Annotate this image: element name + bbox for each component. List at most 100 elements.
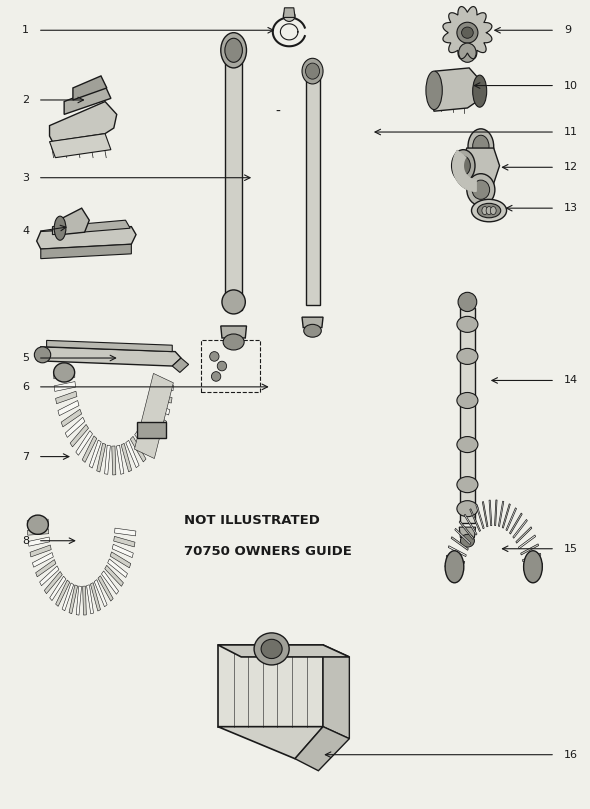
Polygon shape — [112, 446, 116, 475]
Ellipse shape — [457, 392, 478, 409]
Polygon shape — [62, 583, 74, 611]
Polygon shape — [27, 519, 48, 525]
Polygon shape — [519, 535, 536, 549]
Polygon shape — [172, 358, 189, 372]
Ellipse shape — [467, 174, 495, 205]
Polygon shape — [58, 208, 89, 235]
Polygon shape — [126, 440, 139, 468]
Polygon shape — [460, 308, 475, 523]
Ellipse shape — [451, 150, 475, 182]
Polygon shape — [83, 586, 86, 615]
Ellipse shape — [254, 633, 289, 665]
Polygon shape — [97, 443, 106, 472]
Polygon shape — [40, 566, 59, 586]
Polygon shape — [53, 220, 130, 235]
Ellipse shape — [471, 199, 507, 222]
Polygon shape — [107, 559, 127, 578]
Ellipse shape — [304, 324, 322, 337]
Text: 3: 3 — [22, 172, 29, 183]
Ellipse shape — [477, 203, 501, 218]
Ellipse shape — [457, 501, 478, 517]
Text: 5: 5 — [22, 353, 29, 363]
Polygon shape — [61, 409, 81, 427]
Polygon shape — [104, 445, 110, 474]
Text: 8: 8 — [22, 536, 29, 546]
Ellipse shape — [209, 352, 219, 362]
Ellipse shape — [458, 43, 476, 62]
Text: 70750 OWNERS GUIDE: 70750 OWNERS GUIDE — [184, 544, 352, 557]
Polygon shape — [112, 544, 133, 557]
Ellipse shape — [456, 156, 470, 176]
Polygon shape — [225, 58, 242, 310]
Polygon shape — [110, 552, 131, 568]
Polygon shape — [32, 553, 53, 567]
Polygon shape — [55, 580, 70, 607]
Polygon shape — [87, 585, 94, 614]
Text: 12: 12 — [564, 163, 578, 172]
Polygon shape — [523, 563, 542, 569]
Polygon shape — [58, 400, 79, 416]
Polygon shape — [101, 571, 119, 595]
Ellipse shape — [217, 362, 227, 371]
Polygon shape — [513, 519, 527, 538]
Ellipse shape — [457, 437, 478, 452]
Ellipse shape — [223, 334, 244, 350]
Text: 11: 11 — [564, 127, 578, 137]
Ellipse shape — [482, 206, 488, 214]
Text: 9: 9 — [564, 25, 571, 36]
Ellipse shape — [283, 11, 295, 22]
Polygon shape — [37, 227, 136, 249]
Polygon shape — [455, 528, 471, 544]
Ellipse shape — [523, 551, 542, 582]
Ellipse shape — [153, 425, 162, 434]
Polygon shape — [453, 150, 476, 192]
Polygon shape — [54, 382, 76, 392]
Polygon shape — [143, 418, 163, 437]
Polygon shape — [476, 505, 484, 529]
Ellipse shape — [222, 290, 245, 314]
Polygon shape — [50, 102, 117, 142]
Polygon shape — [489, 500, 492, 526]
Polygon shape — [146, 410, 166, 426]
Ellipse shape — [458, 292, 477, 311]
Polygon shape — [470, 509, 480, 532]
Polygon shape — [89, 440, 101, 468]
Polygon shape — [47, 341, 172, 352]
Polygon shape — [430, 68, 482, 111]
Ellipse shape — [457, 22, 478, 43]
Polygon shape — [522, 553, 541, 561]
Polygon shape — [65, 417, 85, 438]
Polygon shape — [448, 546, 466, 557]
Polygon shape — [483, 502, 488, 527]
Polygon shape — [28, 537, 50, 546]
Ellipse shape — [34, 347, 51, 362]
Polygon shape — [494, 500, 497, 526]
Ellipse shape — [468, 129, 494, 164]
Polygon shape — [135, 374, 173, 459]
Polygon shape — [50, 133, 111, 158]
Ellipse shape — [261, 639, 282, 659]
Ellipse shape — [302, 58, 323, 84]
Polygon shape — [90, 582, 100, 611]
Polygon shape — [149, 401, 170, 415]
Polygon shape — [55, 392, 77, 404]
Text: 2: 2 — [22, 95, 29, 105]
Ellipse shape — [460, 534, 474, 547]
Ellipse shape — [426, 71, 442, 109]
Polygon shape — [130, 436, 146, 462]
Ellipse shape — [486, 206, 492, 214]
Text: 7: 7 — [22, 451, 29, 462]
Polygon shape — [50, 576, 66, 600]
Ellipse shape — [211, 371, 221, 381]
Text: 16: 16 — [564, 750, 578, 760]
Text: 10: 10 — [564, 81, 578, 91]
Ellipse shape — [306, 63, 320, 79]
Ellipse shape — [445, 551, 464, 582]
Polygon shape — [510, 513, 522, 534]
Polygon shape — [98, 576, 113, 601]
Polygon shape — [76, 586, 81, 615]
Ellipse shape — [457, 349, 478, 364]
Polygon shape — [135, 431, 152, 455]
Polygon shape — [443, 6, 492, 59]
Text: 15: 15 — [564, 544, 578, 553]
